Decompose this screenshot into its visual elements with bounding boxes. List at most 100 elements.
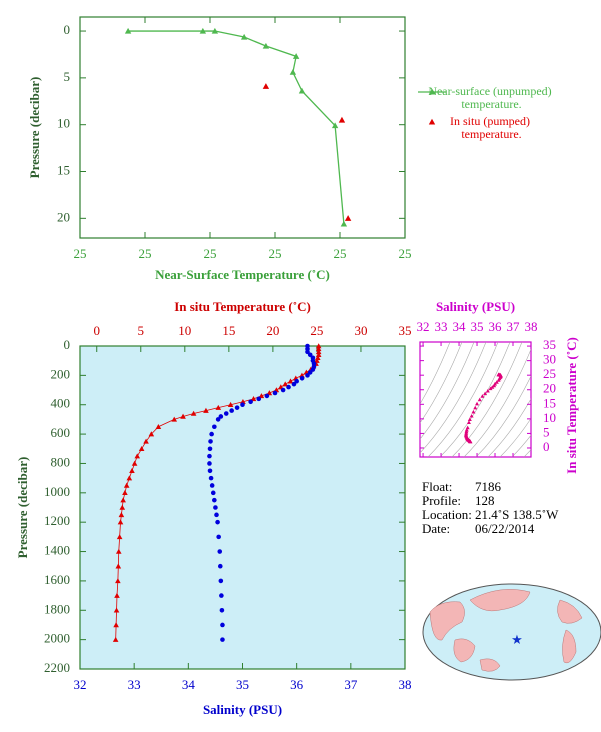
x2-tick-label: 35 (399, 323, 412, 338)
x2-tick-label: 20 (266, 323, 279, 338)
data-point (115, 563, 122, 569)
y-tick-label: 10 (543, 410, 556, 425)
data-point (240, 402, 245, 408)
data-point (203, 407, 209, 413)
data-point (264, 393, 270, 399)
isopycnal (420, 342, 451, 405)
info-label: Profile: (422, 493, 461, 508)
data-point (315, 349, 322, 355)
data-point (315, 352, 322, 358)
data-point (331, 122, 339, 129)
data-point (219, 607, 225, 613)
x-tick-label: 33 (128, 677, 141, 692)
data-point (315, 346, 322, 352)
data-point (234, 405, 240, 410)
data-point (210, 490, 216, 496)
isopycnal (439, 342, 511, 457)
series-line (128, 30, 345, 225)
data-point (114, 592, 120, 598)
x-tick-label: 25 (399, 246, 412, 261)
y-tick-label: 600 (51, 425, 71, 440)
data-point (240, 33, 248, 40)
data-point (298, 87, 306, 94)
data-point (207, 468, 213, 474)
data-point (250, 396, 257, 402)
y-tick-label: 20 (57, 209, 70, 224)
data-point (212, 424, 217, 430)
data-point (307, 352, 313, 358)
x2-tick-label: 0 (93, 323, 100, 338)
ts-point (471, 409, 476, 414)
y-axis-title: In situ Temperature (˚C) (564, 337, 579, 474)
data-point (340, 220, 348, 227)
x-tick-label: 33 (435, 319, 448, 334)
data-point (219, 593, 224, 598)
y-axis-title: Pressure (decibar) (15, 457, 30, 559)
x-axis-title: Salinity (PSU) (203, 702, 282, 717)
data-point (314, 357, 320, 363)
y-tick-label: 0 (543, 439, 550, 454)
data-point (116, 534, 123, 540)
data-point (190, 410, 197, 416)
y-tick-label: 2200 (44, 660, 70, 675)
x2-tick-label: 5 (138, 323, 145, 338)
info-label: Date: (422, 521, 450, 536)
y-tick-label: 800 (51, 454, 71, 469)
info-value: 7186 (475, 479, 502, 494)
plot-area (419, 341, 532, 458)
data-point (213, 505, 218, 510)
data-point (262, 83, 270, 89)
y-tick-label: 1600 (44, 572, 70, 587)
info-value: 128 (475, 493, 495, 508)
data-point (229, 408, 234, 413)
data-point (208, 439, 213, 444)
x2-tick-label: 25 (310, 323, 323, 338)
data-point (344, 215, 352, 221)
data-point (124, 27, 132, 34)
y-axis-title: Pressure (decibar) (27, 77, 42, 179)
y-tick-label: 30 (543, 352, 556, 367)
world-map: ★ (422, 583, 601, 681)
ts-point (488, 386, 493, 391)
data-point (138, 445, 145, 452)
data-point (307, 370, 313, 375)
data-point (180, 413, 186, 419)
y-tick-label: 10 (57, 116, 70, 131)
isopycnal (523, 449, 531, 457)
x-axis-title: Salinity (PSU) (436, 299, 515, 314)
y-tick-label: 1800 (44, 601, 70, 616)
x-tick-label: 35 (236, 677, 249, 692)
data-point (218, 578, 224, 584)
data-point (282, 381, 289, 387)
data-point (115, 548, 122, 554)
plot-area (79, 16, 406, 239)
legend-label: Near-surface (unpumped) temperature. (428, 84, 551, 111)
y-tick-label: 5 (64, 69, 71, 84)
x2-axis-title: In situ Temperature (˚C) (174, 299, 311, 314)
isopycnal (427, 342, 499, 457)
ts-point (469, 413, 474, 418)
data-point (199, 27, 207, 34)
data-point (217, 549, 223, 554)
y-tick-label: 2000 (44, 631, 70, 646)
y-tick-label: 1400 (44, 543, 70, 558)
data-point (258, 393, 265, 399)
x-tick-label: 25 (139, 246, 152, 261)
x-tick-label: 35 (471, 319, 484, 334)
data-point (209, 431, 214, 437)
data-point (148, 431, 155, 437)
x-tick-label: 38 (399, 677, 412, 692)
data-point (310, 367, 316, 372)
x-tick-label: 32 (74, 677, 87, 692)
isopycnal (420, 342, 487, 454)
data-point (118, 512, 125, 518)
legend-marker (428, 88, 436, 95)
data-point (126, 475, 133, 481)
data-point (294, 378, 299, 384)
data-point (299, 376, 305, 381)
data-point (305, 373, 310, 378)
data-point (119, 504, 126, 510)
y-tick-label: 35 (543, 337, 556, 352)
data-point (117, 519, 124, 525)
